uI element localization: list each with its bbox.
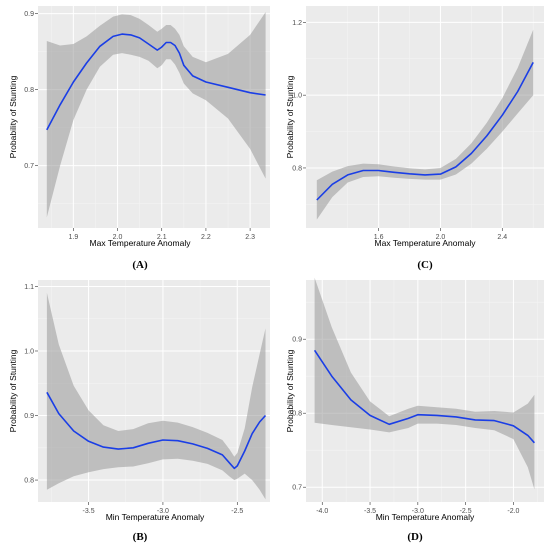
- fit-line: [46, 33, 266, 131]
- x-tick-label: 2.0: [436, 234, 446, 241]
- x-tick-label: 2.1: [157, 234, 167, 241]
- x-tick-label: -4.0: [316, 508, 328, 515]
- y-axis-title: Probability of Stunting: [285, 349, 295, 432]
- x-axis-title: Min Temperature Anomaly: [376, 512, 475, 522]
- y-tick-label: 0.9: [292, 337, 302, 344]
- y-tick-label: 0.8: [24, 87, 34, 94]
- x-tick-label: -2.0: [507, 508, 519, 515]
- y-tick-label: 0.7: [292, 485, 302, 492]
- panel-label-b: (B): [133, 531, 148, 543]
- x-tick-label: -2.5: [231, 508, 243, 515]
- y-tick-label: 0.9: [24, 11, 34, 18]
- y-tick-label: 0.8: [292, 165, 302, 172]
- x-tick-label: 2.2: [201, 234, 211, 241]
- y-tick-label: 1.0: [292, 93, 302, 100]
- x-tick-label: 1.6: [374, 234, 384, 241]
- panel-label-d: (D): [407, 531, 423, 543]
- y-tick-label: 0.8: [292, 411, 302, 418]
- fit-line: [316, 62, 534, 201]
- y-tick-label: 0.8: [24, 478, 34, 485]
- x-axis-title: Max Temperature Anomaly: [90, 238, 192, 248]
- x-tick-label: 1.9: [68, 234, 78, 241]
- x-tick-label: -3.5: [364, 508, 376, 515]
- panel-c: 1.6 2.0 2.4 0.8 1.0 1.2 Max Temperature Anomal…: [285, 6, 544, 271]
- panel-b: -3.5 -3.0 -2.5 0.8 0.9 1.0 1.1 Min Temperature …: [8, 280, 270, 543]
- x-axis-title: Max Temperature Anomaly: [375, 238, 477, 248]
- fit-line: [313, 349, 535, 444]
- y-tick-label: 0.9: [24, 413, 34, 420]
- confidence-band: [46, 12, 266, 218]
- y-axis-title: Probability of Stunting: [8, 349, 18, 432]
- y-tick-label: 0.7: [24, 163, 34, 170]
- fit-line: [46, 391, 267, 470]
- x-tick-label: 2.3: [245, 234, 255, 241]
- y-axis-title: Probability of Stunting: [8, 75, 18, 158]
- x-tick-label: -3.5: [83, 508, 95, 515]
- panel-label-c: (C): [417, 259, 433, 271]
- y-tick-label: 1.1: [24, 284, 34, 291]
- panel-a: 1.9 2.0 2.1 2.2 2.3 0.7 0.8 0.9 Max Temperature …: [8, 6, 270, 271]
- confidence-band: [46, 292, 266, 500]
- y-tick-label: 1.2: [292, 20, 302, 27]
- x-tick-label: -3.0: [412, 508, 424, 515]
- x-axis-title: Min Temperature Anomaly: [106, 512, 205, 522]
- confidence-band: [316, 29, 534, 220]
- panel-d: -4.0 -3.5 -3.0 -2.5 -2.0 0.7 0.8 0.9 Min Tempera…: [285, 277, 544, 543]
- x-tick-label: 2.0: [113, 234, 123, 241]
- x-tick-label: -3.0: [157, 508, 169, 515]
- y-axis-title: Probability of Stunting: [285, 75, 295, 158]
- x-tick-label: -2.5: [460, 508, 472, 515]
- panel-label-a: (A): [132, 259, 148, 271]
- x-tick-label: 2.4: [497, 234, 507, 241]
- y-tick-label: 1.0: [24, 348, 34, 355]
